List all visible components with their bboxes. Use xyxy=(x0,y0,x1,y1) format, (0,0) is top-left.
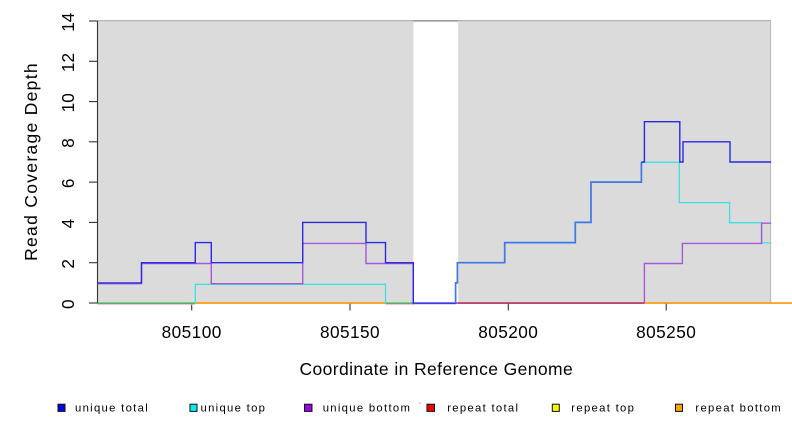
svg-text:12: 12 xyxy=(58,53,78,72)
svg-text:0: 0 xyxy=(58,299,78,309)
svg-text:10: 10 xyxy=(58,93,78,112)
svg-text:repeat top: repeat top xyxy=(571,402,635,414)
svg-text:unique bottom: unique bottom xyxy=(323,402,412,414)
svg-text:805200: 805200 xyxy=(478,322,538,342)
svg-text:unique total: unique total xyxy=(75,402,149,414)
svg-text:2: 2 xyxy=(58,259,78,269)
svg-text:6: 6 xyxy=(58,179,78,189)
svg-text:repeat total: repeat total xyxy=(447,402,519,414)
svg-text:805150: 805150 xyxy=(320,322,380,342)
svg-text:8: 8 xyxy=(58,138,78,148)
svg-text:Read Coverage Depth: Read Coverage Depth xyxy=(21,62,41,261)
svg-text:14: 14 xyxy=(58,12,78,32)
svg-text:4: 4 xyxy=(58,218,78,228)
svg-text:805250: 805250 xyxy=(636,322,696,342)
svg-text:unique top: unique top xyxy=(201,402,267,414)
svg-text:805100: 805100 xyxy=(162,322,222,342)
svg-text:Coordinate in Reference Genome: Coordinate in Reference Genome xyxy=(299,359,573,379)
svg-text:repeat bottom: repeat bottom xyxy=(695,402,782,414)
